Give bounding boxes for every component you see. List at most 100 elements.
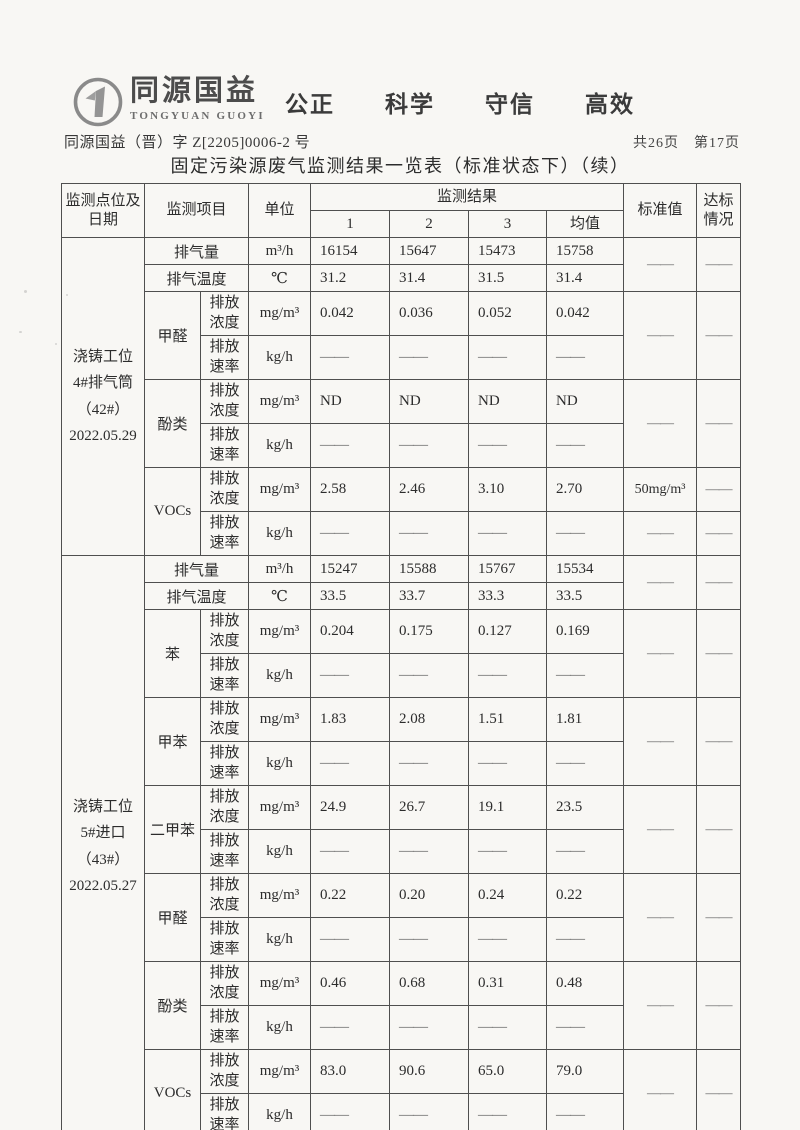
- standard-value: ——: [623, 609, 698, 698]
- result-value: 33.3: [468, 582, 548, 610]
- table-row: 甲醛 排放浓度 mg/m³ 0.22 0.20 0.24 0.22 —— ——: [62, 873, 742, 962]
- unit-label: kg/h: [248, 917, 312, 962]
- logo-name-en: TONGYUAN GUOYI: [130, 109, 265, 122]
- result-value: 15588: [389, 555, 470, 583]
- result-value: ——: [389, 423, 470, 468]
- result-value: 65.0: [468, 1049, 548, 1094]
- item-label: 排气量: [143, 555, 250, 583]
- result-value: 0.22: [546, 873, 625, 918]
- point-line: 5#进口: [80, 825, 126, 842]
- result-value: 0.22: [310, 873, 391, 918]
- compliance-value: ——: [696, 961, 742, 1050]
- item-label: 苯: [144, 609, 201, 698]
- standard-value: ——: [623, 511, 698, 556]
- item-label: 排气温度: [143, 582, 250, 610]
- result-value: ——: [389, 917, 470, 962]
- result-value: 0.48: [546, 961, 625, 1006]
- unit-label: ℃: [248, 264, 312, 292]
- result-value: 0.46: [310, 961, 391, 1006]
- point-line: （43#）: [76, 851, 130, 868]
- compliance-value: ——: [696, 467, 742, 512]
- header-compliance: 达标情况: [696, 183, 742, 238]
- result-value: ——: [310, 335, 391, 380]
- result-value: 33.5: [310, 582, 391, 610]
- compliance-value: ——: [696, 555, 742, 610]
- standard-value: ——: [623, 1049, 698, 1130]
- result-value: 16154: [310, 237, 391, 265]
- table-row: 排放速率 kg/h —— —— —— ——: [62, 741, 741, 786]
- result-value: ——: [546, 829, 625, 874]
- slogan-word: 高效: [585, 92, 635, 117]
- document-meta-row: 同源国益（晋）字 Z[2205]0006-2 号 共26页 第17页: [64, 131, 740, 152]
- company-slogan: 公正 科学 守信 高效: [285, 85, 685, 119]
- standard-value: ——: [623, 785, 698, 874]
- result-value: ——: [310, 1093, 391, 1130]
- sub-item-label: 排放速率: [199, 917, 250, 962]
- result-value: ——: [468, 1093, 548, 1130]
- result-value: ——: [468, 511, 548, 556]
- compliance-value: ——: [696, 609, 742, 698]
- result-value: 0.31: [468, 961, 548, 1006]
- item-label: 甲苯: [144, 697, 201, 786]
- point-line: 4#排气筒: [72, 375, 133, 392]
- unit-label: m³/h: [248, 555, 312, 583]
- result-value: ——: [468, 829, 548, 874]
- point-line: 2022.05.29: [69, 427, 137, 444]
- result-value: 0.052: [468, 291, 548, 336]
- table-row: 排放速率 kg/h —— —— —— ——: [62, 917, 741, 962]
- header-result-3: 3: [468, 210, 548, 238]
- result-value: 24.9: [310, 785, 391, 830]
- table-subheader-row: 1 2 3 均值: [62, 210, 741, 238]
- compliance-value: ——: [696, 237, 742, 292]
- unit-label: mg/m³: [248, 467, 312, 512]
- header-result-1: 1: [310, 210, 391, 238]
- sub-item-label: 排放浓度: [199, 291, 250, 336]
- item-label: 甲醛: [144, 873, 201, 962]
- compliance-value: ——: [696, 1049, 742, 1130]
- result-value: ——: [310, 917, 391, 962]
- item-label: 排气温度: [143, 264, 250, 292]
- unit-label: mg/m³: [248, 379, 312, 424]
- point-line: 2022.05.27: [69, 877, 137, 894]
- result-value: 0.204: [310, 609, 391, 654]
- result-value: 15758: [546, 237, 625, 265]
- result-value: 26.7: [389, 785, 470, 830]
- result-value: ——: [310, 511, 391, 556]
- header-unit: 单位: [248, 183, 312, 238]
- result-value: 0.68: [389, 961, 470, 1006]
- point-line: 浇铸工位: [72, 799, 133, 815]
- compliance-value: ——: [696, 697, 742, 786]
- standard-value: ——: [623, 237, 698, 292]
- result-value: ——: [468, 741, 548, 786]
- result-value: ND: [468, 379, 548, 424]
- result-value: 0.036: [389, 291, 470, 336]
- result-value: ND: [310, 379, 391, 424]
- monitoring-point-cell: 浇铸工位 4#排气筒 （42#） 2022.05.29: [61, 237, 145, 556]
- compliance-value: ——: [696, 291, 742, 380]
- result-value: 19.1: [468, 785, 548, 830]
- result-value: ——: [546, 917, 625, 962]
- table-row: 浇铸工位 5#进口 （43#） 2022.05.27 排气量 m³/h 15247 15588…: [61, 555, 742, 1130]
- header-result-avg: 均值: [546, 210, 625, 238]
- sub-item-label: 排放速率: [199, 1005, 250, 1050]
- result-value: 31.4: [389, 264, 470, 292]
- result-value: 15247: [310, 555, 391, 583]
- header-result-2: 2: [389, 210, 470, 238]
- monitoring-point-cell: 浇铸工位 5#进口 （43#） 2022.05.27: [61, 555, 145, 1130]
- result-value: ——: [310, 653, 391, 698]
- table-row: 甲苯 排放浓度 mg/m³ 1.83 2.08 1.51 1.81 —— ——: [62, 697, 742, 786]
- monitoring-results-table: 监测点位及日期 监测项目 单位 监测结果 标准值 达标情况 1 2 3 均值 浇…: [61, 183, 742, 1130]
- result-value: ——: [310, 829, 391, 874]
- result-value: ——: [310, 423, 391, 468]
- sub-item-label: 排放速率: [199, 653, 250, 698]
- compliance-value: ——: [696, 873, 742, 962]
- document-number: 同源国益（晋）字 Z[2205]0006-2 号: [64, 135, 311, 151]
- point-line: 浇铸工位: [72, 349, 133, 365]
- standard-value: ——: [623, 697, 698, 786]
- result-value: 90.6: [389, 1049, 470, 1094]
- table-row: 排放速率 kg/h —— —— —— ——: [62, 829, 741, 874]
- standard-value: ——: [623, 961, 698, 1050]
- result-value: 33.5: [546, 582, 625, 610]
- result-value: 2.46: [389, 467, 470, 512]
